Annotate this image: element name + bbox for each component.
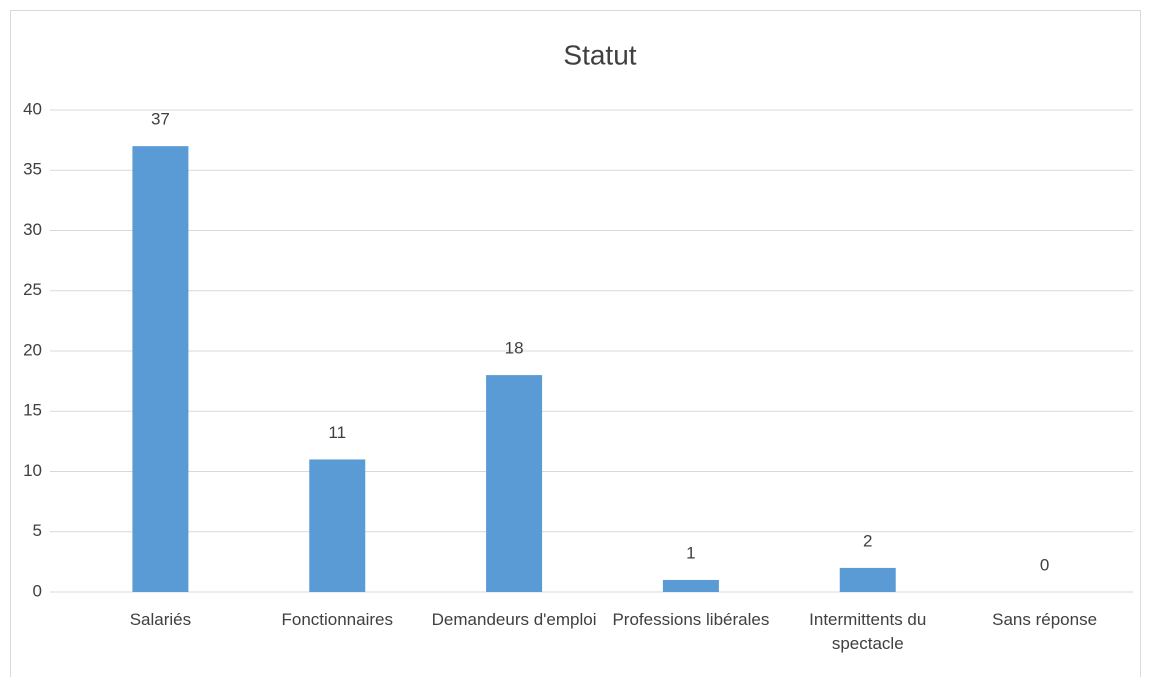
- y-tick-label: 35: [23, 160, 42, 179]
- bar: [662, 579, 719, 592]
- chart-title: Statut: [563, 39, 636, 70]
- y-tick-label: 25: [23, 280, 42, 299]
- data-label: 11: [328, 423, 346, 442]
- data-label: 0: [1040, 555, 1049, 574]
- y-tick-label: 10: [23, 461, 42, 480]
- y-tick-label: 40: [23, 99, 42, 118]
- x-tick-label: Demandeurs d'emploi: [431, 610, 597, 629]
- x-tick-label: Fonctionnaires: [281, 610, 393, 629]
- y-tick-label: 30: [23, 220, 42, 239]
- bar: [132, 146, 189, 592]
- bar: [486, 375, 543, 592]
- y-tick-label: 5: [33, 521, 42, 540]
- data-label: 18: [505, 339, 524, 358]
- bar: [309, 459, 366, 592]
- y-tick-label: 15: [23, 401, 42, 420]
- data-label: 1: [686, 543, 695, 562]
- chart-border: [10, 10, 1141, 677]
- data-label: 37: [151, 110, 170, 129]
- y-tick-label: 20: [23, 340, 42, 359]
- bar: [839, 567, 896, 592]
- x-tick-label: Intermittents du spectacle: [809, 610, 927, 653]
- x-tick-label: Salariés: [129, 610, 192, 629]
- x-tick-label: Professions libérales: [612, 610, 770, 629]
- data-label: 2: [863, 531, 872, 550]
- x-tick-label: Sans réponse: [992, 610, 1098, 629]
- y-tick-label: 0: [33, 581, 42, 600]
